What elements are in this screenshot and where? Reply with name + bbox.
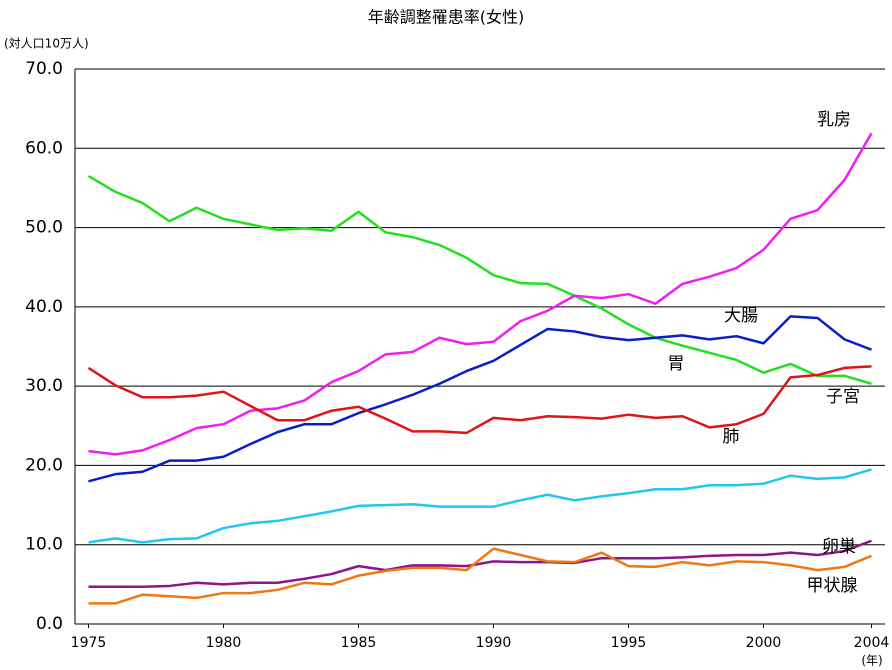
y-tick-label: 20.0 [25,455,63,475]
series-label: 甲状腺 [807,576,858,596]
x-tick-label: 2004 [854,635,890,651]
series-label: 乳房 [817,110,851,130]
y-tick-label: 30.0 [25,376,63,396]
series-line [88,547,872,605]
series-line [88,132,873,456]
x-axis-label: (年) [861,654,882,668]
series-line [88,315,872,483]
y-tick-label: 70.0 [25,59,63,79]
y-tick-label: 60.0 [25,138,63,158]
x-tick-label: 1995 [611,635,647,651]
series-line [88,539,872,588]
y-tick-label: 0.0 [36,614,63,634]
y-tick-label: 50.0 [25,218,63,238]
x-tick-label: 1985 [341,635,377,651]
series-label: 大腸 [724,306,758,326]
series-label: 卵巣 [822,537,856,557]
series-label: 胃 [668,354,685,374]
y-axis-label: (対人口10万人) [4,37,89,51]
x-tick-label: 1990 [476,635,512,651]
series-label: 子宮 [826,387,860,407]
y-tick-label: 10.0 [25,535,63,555]
y-tick-label: 40.0 [25,297,63,317]
x-tick-label: 1975 [71,635,107,651]
chart-title: 年齢調整罹患率(女性) [368,8,525,27]
series-label: 肺 [723,427,740,447]
series-line [87,365,872,435]
x-tick-label: 2000 [746,635,782,651]
series-line [87,174,872,385]
series-line [88,468,872,544]
x-tick-label: 1980 [206,635,242,651]
